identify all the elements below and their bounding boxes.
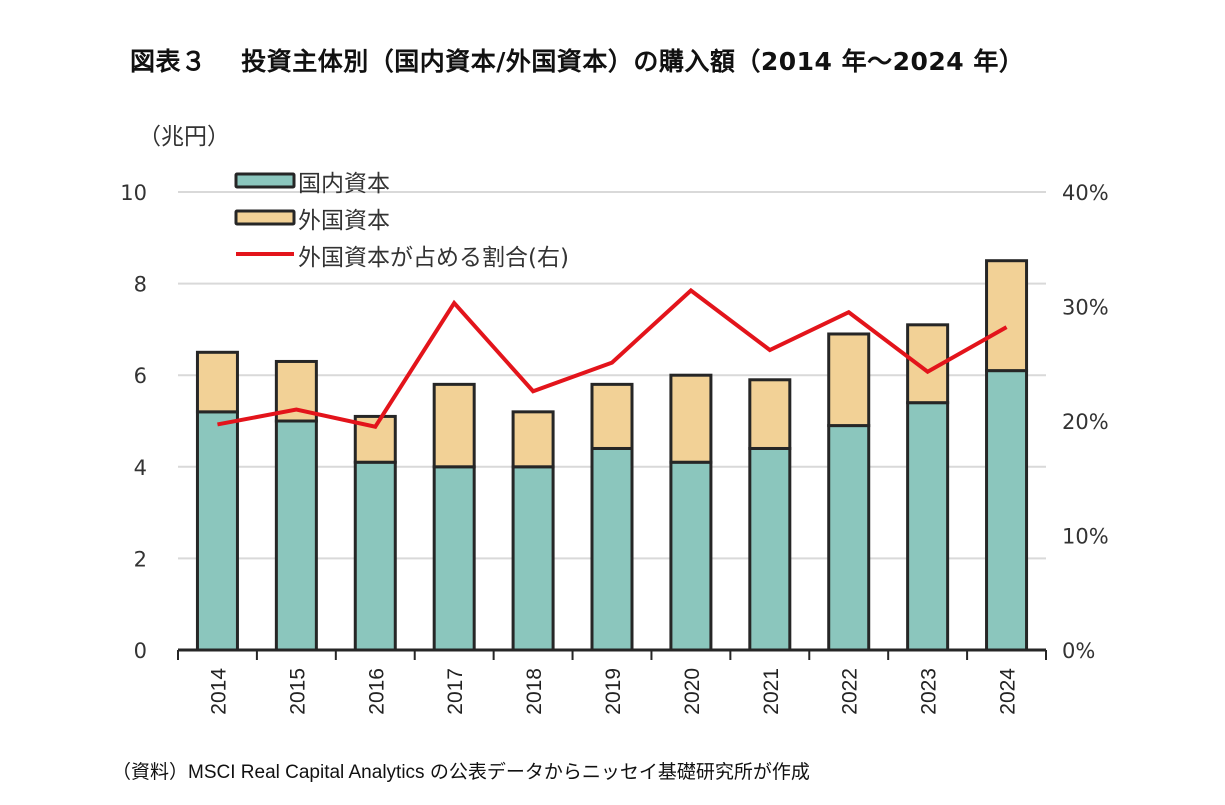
legend-swatch-foreign	[234, 209, 296, 226]
left-tick-label: 4	[134, 456, 147, 480]
bar-domestic-2019	[590, 446, 634, 652]
x-tick-label: 2024	[997, 668, 1020, 715]
source-note: （資料）MSCI Real Capital Analytics の公表データから…	[112, 762, 810, 783]
right-tick-label: 20%	[1062, 410, 1109, 434]
bar-domestic-2018	[511, 465, 555, 652]
bar-domestic-2015	[274, 419, 318, 652]
chart-title: 図表３ 投資主体別（国内資本/外国資本）の購入額（2014 年～2024 年）	[130, 47, 1025, 76]
share-line-group	[217, 287, 1008, 429]
legend-label-domestic: 国内資本	[298, 171, 390, 197]
axes	[177, 648, 1047, 660]
bar-foreign-2017	[432, 382, 476, 469]
left-tick-label: 10	[120, 181, 147, 205]
x-tick-label: 2021	[760, 668, 783, 715]
left-tick-label: 2	[134, 547, 147, 571]
legend-swatch-domestic	[234, 172, 296, 189]
left-axis-unit-label: （兆円）	[138, 124, 230, 150]
left-tick-label: 6	[134, 364, 147, 388]
legend: 国内資本 外国資本 外国資本が占める割合(右)	[234, 171, 569, 271]
bar-domestic-2020	[669, 460, 713, 652]
bar-domestic-2017	[432, 465, 476, 652]
bar-domestic-2023	[906, 401, 950, 652]
left-tick-label: 8	[134, 273, 147, 297]
x-tick-label: 2015	[286, 668, 309, 715]
left-tick-label: 0	[134, 639, 147, 663]
bar-foreign-2018	[511, 410, 555, 469]
right-tick-label: 10%	[1062, 525, 1109, 549]
bar-domestic-2014	[195, 410, 239, 652]
bar-domestic-2021	[748, 446, 792, 652]
bar-foreign-2019	[590, 382, 634, 450]
bar-domestic-2016	[353, 460, 397, 652]
tick-labels: 0 2 4 6 8 10 0% 10% 20% 30% 40% 2014 2015 2016 2017 201…	[120, 181, 1108, 715]
x-tick-label: 2022	[839, 668, 862, 715]
legend-label-foreign: 外国資本	[298, 208, 390, 234]
right-tick-label: 40%	[1062, 181, 1109, 205]
legend-label-share-line: 外国資本が占める割合(右)	[298, 245, 569, 271]
bar-foreign-2024	[985, 259, 1029, 373]
x-tick-label: 2017	[444, 668, 467, 715]
x-tick-label: 2018	[523, 668, 546, 715]
bar-foreign-2020	[669, 373, 713, 464]
right-tick-label: 0%	[1062, 639, 1095, 663]
x-tick-label: 2020	[681, 668, 704, 715]
bars	[195, 259, 1029, 652]
bar-foreign-2022	[827, 332, 871, 428]
x-tick-label: 2023	[918, 668, 941, 715]
x-tick-label: 2019	[602, 668, 625, 715]
x-tick-label: 2016	[365, 668, 388, 715]
x-tick-label: 2014	[207, 668, 230, 715]
bar-domestic-2024	[985, 369, 1029, 652]
bar-foreign-2021	[748, 378, 792, 450]
bar-foreign-2014	[195, 350, 239, 414]
right-tick-label: 30%	[1062, 296, 1109, 320]
bar-domestic-2022	[827, 424, 871, 652]
